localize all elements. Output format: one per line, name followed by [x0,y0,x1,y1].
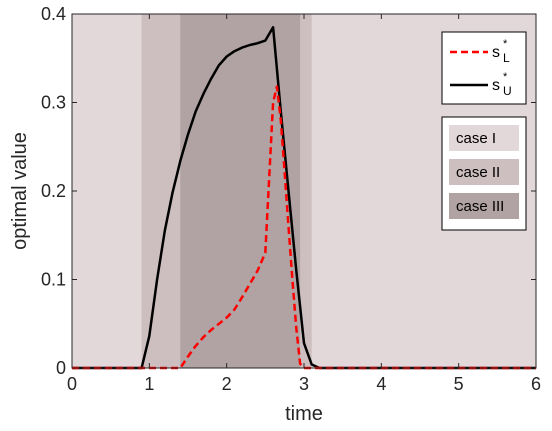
legend-subscript: L [503,51,510,65]
legend-symbol: s [492,44,500,61]
legend-cases: case I case II case III [441,116,527,231]
legend-swatch-case-i [449,125,519,151]
series-lines [72,26,536,370]
legend-superscript: * [503,38,508,50]
x-tick-label: 6 [531,374,541,394]
series-line-s-l [72,85,536,370]
region-case-iii [180,14,301,368]
legend-symbol: s [492,77,500,94]
x-tick-label: 5 [454,374,464,394]
x-tick-label: 3 [299,374,309,394]
x-tick-label: 2 [222,374,232,394]
y-tick-label: 0.3 [41,93,66,113]
series-line-s-u [72,26,536,370]
y-tick-label: 0.2 [41,181,66,201]
axis-ticks: 0 1 2 3 4 5 6 0 0.1 0.2 0.3 0.4 [41,4,541,394]
x-tick-label: 1 [144,374,154,394]
legend-subscript: U [503,84,512,98]
y-tick-label: 0.1 [41,270,66,290]
legend-label-case-ii: case II [456,164,500,181]
legend-swatch-case-ii [449,159,519,185]
legend-superscript: * [503,71,508,83]
legend-label-case-iii: case III [456,198,504,215]
legend-series: s *Ls *U [441,31,527,105]
x-tick-label: 4 [376,374,386,394]
legend-swatch-case-iii [449,193,519,219]
legend-label-case-i: case I [456,130,496,147]
legend-series-box [441,31,527,105]
y-axis-label: optimal value [9,132,31,250]
y-tick-label: 0.4 [41,4,66,24]
x-axis-label: time [285,403,323,425]
x-tick-label: 0 [67,374,77,394]
y-tick-label: 0 [56,358,66,378]
